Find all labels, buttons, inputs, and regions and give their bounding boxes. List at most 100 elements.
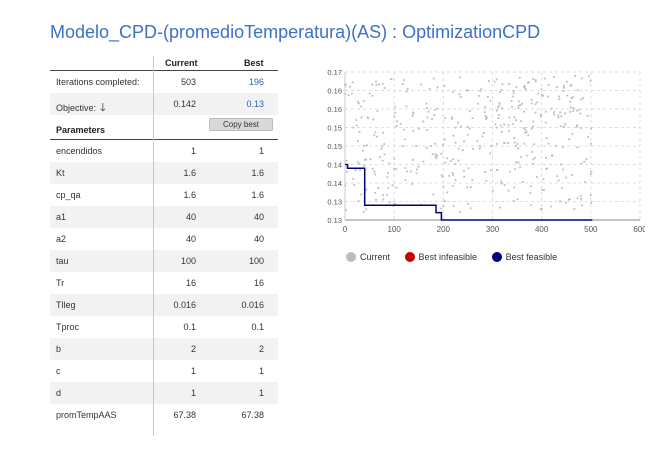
current-point	[559, 200, 561, 203]
current-point	[345, 159, 348, 162]
current-point	[393, 167, 395, 170]
current-point	[503, 123, 506, 126]
copy-best-button[interactable]: Copy best	[209, 118, 273, 131]
current-point	[542, 178, 545, 181]
current-point	[570, 97, 573, 99]
current-point	[457, 159, 460, 162]
current-point	[432, 193, 435, 196]
current-point	[403, 128, 406, 131]
current-point	[440, 174, 443, 177]
current-point	[489, 169, 492, 172]
current-point	[373, 170, 376, 173]
current-point	[546, 95, 549, 98]
current-point	[469, 186, 472, 189]
current-point	[485, 118, 488, 120]
current-point	[562, 90, 565, 93]
page-title: Modelo_CPD-(promedioTemperatura)(AS) : O…	[50, 22, 541, 42]
current-point	[432, 77, 435, 80]
current-point	[568, 198, 570, 201]
current-point	[478, 95, 480, 97]
current-point	[524, 128, 527, 131]
current-point	[578, 108, 581, 111]
param-name: Kt	[56, 168, 65, 178]
current-point	[487, 80, 490, 82]
current-point	[382, 193, 384, 196]
current-point	[525, 131, 528, 134]
current-point	[521, 102, 523, 105]
current-point	[371, 83, 374, 86]
current-point	[395, 125, 398, 128]
current-point	[550, 205, 552, 208]
current-point	[557, 179, 560, 182]
current-point	[564, 112, 566, 115]
param-current: 1	[190, 388, 196, 398]
current-point	[524, 87, 527, 90]
current-point	[590, 201, 592, 204]
current-point	[451, 184, 454, 187]
current-point	[499, 124, 502, 127]
current-point	[543, 77, 546, 80]
current-point	[569, 100, 572, 103]
current-point	[531, 150, 534, 153]
current-point	[539, 113, 542, 116]
current-point	[508, 116, 511, 119]
param-best: 1	[258, 146, 264, 156]
chart-grid	[344, 71, 641, 221]
current-point	[417, 165, 420, 168]
chart-axes: 0 100 200 300 400 500 600 0.13 0.13 0.14 0.14 0.15 0…	[327, 68, 645, 234]
param-best: 16	[253, 278, 264, 288]
current-point	[545, 156, 548, 159]
current-point	[574, 75, 576, 77]
current-point	[587, 75, 590, 78]
current-point	[513, 116, 516, 119]
current-point	[482, 132, 485, 135]
current-point	[541, 189, 544, 192]
current-point	[566, 80, 568, 83]
current-point	[452, 205, 455, 207]
current-point	[393, 157, 396, 160]
current-point	[553, 111, 556, 113]
current-point	[345, 170, 348, 173]
current-point	[351, 92, 353, 95]
param-name: promTempAAS	[56, 410, 117, 420]
current-point	[534, 103, 537, 105]
current-point	[349, 85, 352, 88]
current-point	[532, 158, 534, 161]
current-point	[540, 93, 543, 96]
current-point	[536, 101, 539, 104]
current-point	[463, 175, 466, 178]
current-point	[459, 211, 462, 213]
current-point	[347, 94, 350, 97]
current-point	[415, 172, 418, 175]
current-point	[498, 114, 500, 116]
current-points	[344, 75, 593, 213]
current-point	[359, 169, 362, 172]
current-point	[446, 157, 449, 160]
current-point	[508, 170, 511, 173]
current-point	[425, 147, 428, 149]
current-point	[589, 173, 592, 175]
param-current: 100	[180, 256, 196, 266]
x-tick-label: 300	[486, 225, 500, 234]
param-current: 1	[190, 146, 196, 156]
current-point	[444, 161, 447, 164]
current-point	[394, 106, 397, 108]
current-point	[433, 114, 436, 116]
current-point	[442, 143, 445, 146]
param-current: 67.38	[173, 410, 196, 420]
current-point	[380, 147, 383, 150]
current-point	[497, 117, 500, 119]
y-tick-label: 0.13	[327, 198, 342, 207]
current-point	[581, 204, 584, 207]
current-point	[494, 123, 497, 126]
current-point	[569, 84, 572, 87]
current-point	[530, 102, 533, 105]
current-point	[504, 141, 506, 144]
current-point	[491, 189, 494, 192]
current-point	[457, 147, 460, 150]
current-point	[418, 127, 420, 130]
current-point	[344, 84, 347, 87]
current-point	[442, 205, 445, 208]
current-point	[452, 90, 454, 93]
current-point	[412, 130, 415, 132]
